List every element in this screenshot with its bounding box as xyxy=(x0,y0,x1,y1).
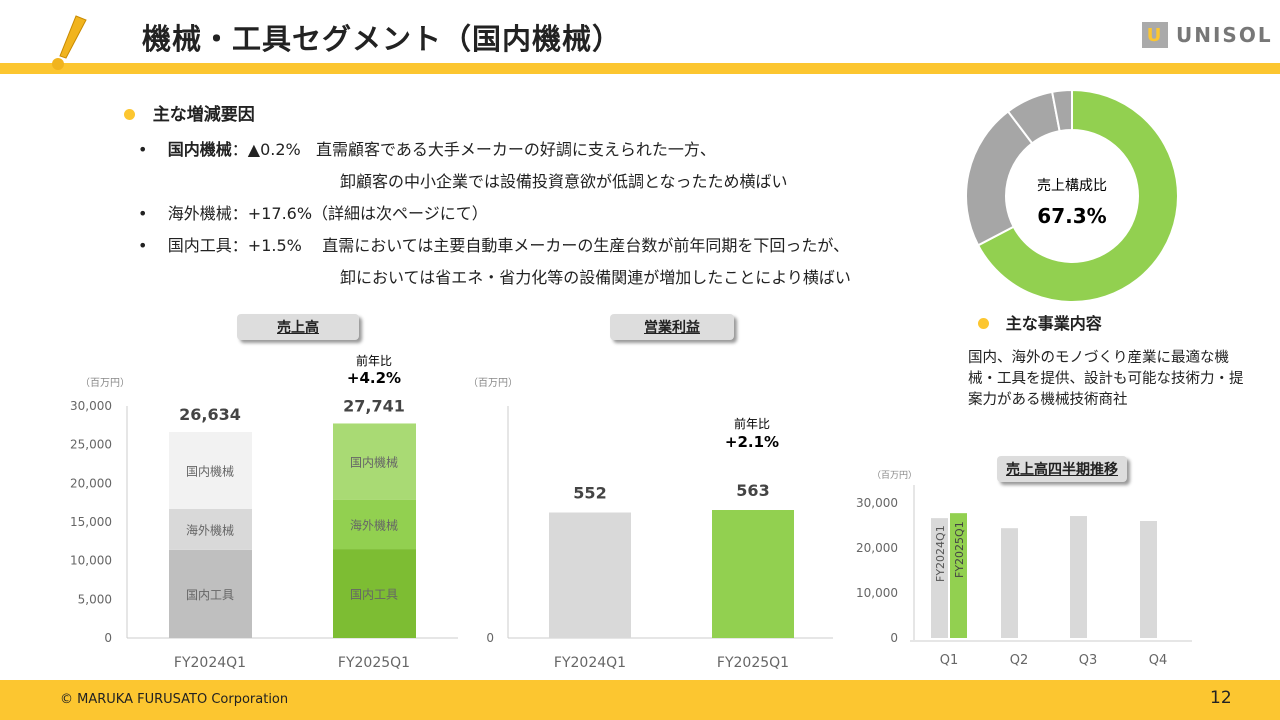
x-tick-label: FY2025Q1 xyxy=(338,655,410,671)
y-tick-label: 0 xyxy=(104,631,112,645)
page-title: 機械・工具セグメント（国内機械） xyxy=(142,22,623,56)
y-tick-label: 20,000 xyxy=(70,476,112,490)
yoy-value: +4.2% xyxy=(347,369,401,387)
bar-segment xyxy=(169,508,252,550)
y-tick-label: 10,000 xyxy=(70,554,112,568)
charts: （百万円） 0 5,000 10,000 15,000 20,000 25,000 30,00… xyxy=(70,88,1192,671)
factors-list: • 国内機械：▲0.2% 直需顧客である大手メーカーの好調に支えられた一方、 卸… xyxy=(138,134,958,294)
profit-chart-title: 営業利益 xyxy=(610,314,734,340)
factor-item: • 国内機械：▲0.2% 直需顧客である大手メーカーの好調に支えられた一方、 xyxy=(138,140,716,159)
donut-slice xyxy=(976,88,1179,303)
y-tick-label: 30,000 xyxy=(70,399,112,413)
bar xyxy=(712,510,794,638)
header-bar xyxy=(0,63,1280,74)
total-label: 26,634 xyxy=(179,405,241,424)
y-tick-label: 5,000 xyxy=(78,592,112,606)
x-tick-label: Q2 xyxy=(1010,653,1029,668)
segment-label: 国内工具 xyxy=(350,588,398,602)
bar-segment xyxy=(333,423,416,500)
x-tick-label: FY2025Q1 xyxy=(717,655,789,671)
factor-item: • 海外機械：+17.6%（詳細は次ページにて） xyxy=(138,204,488,223)
sales-chart-title: 売上高 xyxy=(237,314,359,340)
x-tick-label: Q4 xyxy=(1149,653,1168,668)
segment-label: 海外機械 xyxy=(350,518,398,533)
donut-slice xyxy=(1050,88,1073,133)
y-tick-label: 25,000 xyxy=(70,438,112,452)
logo-mark-icon: U xyxy=(1142,22,1168,48)
y-tick-label: 20,000 xyxy=(856,541,898,555)
logo-text: UNISOL xyxy=(1176,23,1273,47)
series-label: FY2025Q1 xyxy=(953,521,966,578)
data-label: 552 xyxy=(573,484,606,503)
exclamation-icon xyxy=(52,15,87,70)
y-tick-label: 0 xyxy=(890,631,898,645)
bar xyxy=(549,512,631,638)
x-tick-label: FY2024Q1 xyxy=(174,655,246,671)
yoy-label: 前年比 xyxy=(356,353,392,368)
quarterly-chart-title: 売上高四半期推移 xyxy=(997,456,1127,482)
unit-label: （百万円） xyxy=(468,377,518,389)
segment-label: 国内機械 xyxy=(350,455,398,470)
x-tick-label: Q1 xyxy=(940,653,959,668)
copyright: © MARUKA FURUSATO Corporation xyxy=(60,692,289,707)
bar-segment xyxy=(333,499,416,550)
bar xyxy=(931,518,948,638)
y-tick-label: 30,000 xyxy=(856,496,898,510)
donut-center-label: 売上構成比 xyxy=(1037,178,1107,194)
unit-label: （百万円） xyxy=(872,470,917,481)
bar xyxy=(950,513,967,638)
series-label: FY2024Q1 xyxy=(934,525,947,582)
segment-label: 国内機械 xyxy=(186,463,234,478)
bar-segment xyxy=(333,549,416,638)
y-tick-label: 10,000 xyxy=(856,586,898,600)
yoy-label: 前年比 xyxy=(734,416,770,431)
footer: © MARUKA FURUSATO Corporation 12 xyxy=(0,680,1280,720)
factors-heading: 主な増減要因 xyxy=(124,100,255,125)
segment-label: 国内工具 xyxy=(186,588,234,602)
x-tick-label: FY2024Q1 xyxy=(554,655,626,671)
donut-center-value: 67.3% xyxy=(1037,204,1106,228)
bar-segment xyxy=(169,432,252,509)
y-tick-label: 15,000 xyxy=(70,515,112,529)
logo: U UNISOL xyxy=(1142,22,1273,48)
business-heading: 主な事業内容 xyxy=(978,310,1102,334)
bar xyxy=(1001,528,1018,638)
x-tick-label: Q3 xyxy=(1079,653,1098,668)
yoy-value: +2.1% xyxy=(725,433,779,451)
segment-label: 海外機械 xyxy=(186,522,234,537)
y-tick-label: 0 xyxy=(486,631,494,645)
factor-item: • 国内工具：+1.5% 直需においては主要自動車メーカーの生産台数が前年同期を… xyxy=(138,236,850,255)
data-label: 563 xyxy=(736,481,769,500)
unit-label: （百万円） xyxy=(80,377,130,389)
bar-segment xyxy=(169,549,252,638)
business-text: 国内、海外のモノづくり産業に最適な機械・工具を提供、設計も可能な技術力・提案力が… xyxy=(968,350,1244,408)
bar xyxy=(1140,521,1157,638)
total-label: 27,741 xyxy=(343,396,405,415)
page-number: 12 xyxy=(1210,688,1232,708)
bar xyxy=(1070,516,1087,638)
